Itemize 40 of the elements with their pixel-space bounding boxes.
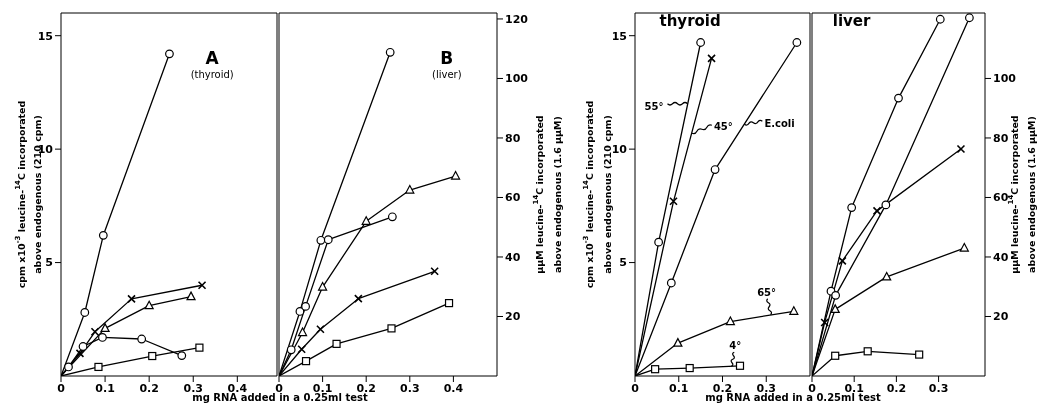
- text: A: [204, 48, 220, 69]
- y2-tick-label: 20: [505, 310, 521, 324]
- x-tick-label: 0.3: [183, 381, 203, 395]
- x-axis-title: mg RNA added in a 0.25ml test: [705, 392, 881, 403]
- annotation: 45°: [713, 121, 733, 133]
- y-tick-label: 10: [611, 143, 628, 157]
- y2-tick-label: 60: [505, 191, 521, 205]
- y2-tick-label: 80: [993, 131, 1009, 145]
- x-tick-label: 0.1: [669, 381, 689, 395]
- y2-tick-label: 80: [505, 131, 521, 145]
- x-tick-label: 0.2: [139, 381, 159, 395]
- x-tick-label: 0: [57, 381, 66, 395]
- y-tick-label: 15: [611, 29, 627, 43]
- text: (thyroid): [190, 68, 234, 81]
- x-tick-label: 0.3: [400, 381, 420, 395]
- y-tick-label: 5: [45, 256, 53, 270]
- annotation: 65°: [757, 286, 777, 298]
- y2-tick-label: 100: [505, 72, 529, 86]
- y2-tick-label: 20: [993, 310, 1009, 324]
- y-tick-label: 5: [619, 256, 627, 270]
- x-tick-label: 0.1: [95, 381, 115, 395]
- chart-title: liver: [832, 12, 871, 30]
- chart-title: thyroid: [659, 12, 721, 30]
- x-tick-label: 0: [808, 381, 817, 395]
- x-tick-label: 0.2: [886, 381, 907, 395]
- y2-tick-label: 40: [993, 250, 1009, 264]
- annotation: 55°: [644, 100, 664, 112]
- y2-tick-label: 40: [505, 250, 521, 264]
- annotation: 4°: [729, 340, 742, 352]
- y2-tick-label: 60: [993, 191, 1009, 205]
- text: (liver): [432, 68, 462, 81]
- x-tick-label: 0.3: [928, 381, 949, 395]
- x-tick-label: 0.4: [443, 381, 464, 395]
- y-tick-label: 15: [37, 29, 53, 43]
- y2-tick-label: 120: [505, 12, 529, 26]
- text: B: [439, 48, 455, 69]
- x-tick-label: 0: [631, 381, 640, 395]
- y2-tick-label: 100: [993, 72, 1017, 86]
- x-axis-title: mg RNA added in a 0.25ml test: [192, 392, 368, 403]
- annotation: E.coli: [764, 118, 795, 130]
